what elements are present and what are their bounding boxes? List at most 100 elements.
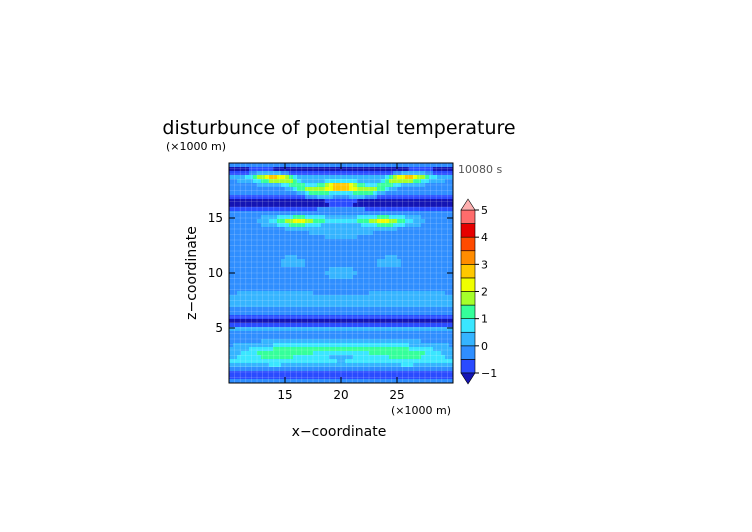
heatmap-cell [329, 335, 334, 340]
heatmap-cell [393, 239, 398, 244]
heatmap-cell [421, 223, 426, 228]
heatmap-cell [237, 255, 242, 260]
heatmap-cell [237, 183, 242, 188]
heatmap-cell [421, 339, 426, 344]
heatmap-cell [441, 259, 446, 264]
heatmap-cell [421, 267, 426, 272]
heatmap-cell [437, 271, 442, 276]
heatmap-cell [389, 219, 394, 224]
heatmap-cell [437, 215, 442, 220]
heatmap-cell [345, 171, 350, 176]
heatmap-cell [373, 303, 378, 308]
heatmap-cell [325, 355, 330, 360]
heatmap-cell [233, 187, 238, 192]
heatmap-cell [353, 359, 358, 364]
heatmap-cell [317, 263, 322, 268]
heatmap-cell [357, 367, 362, 372]
heatmap-cell [277, 187, 282, 192]
heatmap-cell [381, 283, 386, 288]
heatmap-cell [429, 267, 434, 272]
heatmap-cell [405, 347, 410, 352]
heatmap-cell [361, 251, 366, 256]
heatmap-cell [417, 335, 422, 340]
heatmap-cell [257, 271, 262, 276]
heatmap-cell [313, 271, 318, 276]
heatmap-cell [293, 291, 298, 296]
heatmap-cell [449, 235, 454, 240]
heatmap-cell [245, 239, 250, 244]
heatmap-cell [297, 183, 302, 188]
heatmap-cell [381, 243, 386, 248]
heatmap-cell [345, 323, 350, 328]
heatmap-cell [405, 287, 410, 292]
heatmap-cell [353, 343, 358, 348]
heatmap-cell [305, 375, 310, 380]
heatmap-cell [365, 235, 370, 240]
heatmap-cell [449, 239, 454, 244]
heatmap-cell [325, 203, 330, 208]
heatmap-cell [445, 163, 450, 168]
heatmap-cell [301, 235, 306, 240]
heatmap-cell [345, 363, 350, 368]
heatmap-cell [333, 271, 338, 276]
heatmap-cell [325, 375, 330, 380]
heatmap-cell [285, 359, 290, 364]
heatmap-cell [421, 323, 426, 328]
heatmap-cell [409, 355, 414, 360]
heatmap-cell [357, 167, 362, 172]
heatmap-cell [441, 207, 446, 212]
heatmap-cell [293, 303, 298, 308]
heatmap-cell [421, 371, 426, 376]
heatmap-cell [281, 351, 286, 356]
heatmap-cell [393, 359, 398, 364]
heatmap-cell [365, 347, 370, 352]
heatmap-cell [361, 351, 366, 356]
heatmap-cell [389, 203, 394, 208]
heatmap-cell [437, 355, 442, 360]
heatmap-cell [245, 187, 250, 192]
heatmap-cell [317, 359, 322, 364]
heatmap-cell [277, 323, 282, 328]
heatmap-cell [341, 363, 346, 368]
heatmap-cell [345, 243, 350, 248]
heatmap-cell [297, 251, 302, 256]
heatmap-cell [277, 175, 282, 180]
heatmap-cell [261, 247, 266, 252]
heatmap-cell [365, 279, 370, 284]
heatmap-cell [365, 371, 370, 376]
heatmap-cell [329, 239, 334, 244]
heatmap-cell [249, 319, 254, 324]
heatmap-cell [321, 339, 326, 344]
heatmap-cell [373, 251, 378, 256]
heatmap-cell [369, 191, 374, 196]
heatmap-cell [361, 279, 366, 284]
heatmap-cell [261, 251, 266, 256]
heatmap-cell [229, 363, 234, 368]
heatmap-cell [341, 343, 346, 348]
heatmap-cell [289, 339, 294, 344]
heatmap-cell [273, 199, 278, 204]
heatmap-cell [237, 359, 242, 364]
heatmap-cell [265, 167, 270, 172]
heatmap-cell [349, 271, 354, 276]
heatmap-cell [373, 203, 378, 208]
heatmap-cell [269, 227, 274, 232]
heatmap-cell [405, 231, 410, 236]
heatmap-cell [377, 259, 382, 264]
heatmap-cell [401, 175, 406, 180]
heatmap-cell [265, 375, 270, 380]
heatmap-cell [353, 299, 358, 304]
heatmap-cell [245, 379, 250, 384]
heatmap-cell [237, 223, 242, 228]
heatmap-cell [349, 279, 354, 284]
heatmap-cell [261, 291, 266, 296]
heatmap-cell [401, 187, 406, 192]
heatmap-cell [353, 283, 358, 288]
heatmap-cell [445, 311, 450, 316]
heatmap-cell [293, 191, 298, 196]
heatmap-cell [317, 311, 322, 316]
heatmap-cell [341, 359, 346, 364]
y-tick-label: 5 [215, 321, 223, 335]
heatmap-cell [377, 183, 382, 188]
heatmap-cell [437, 263, 442, 268]
